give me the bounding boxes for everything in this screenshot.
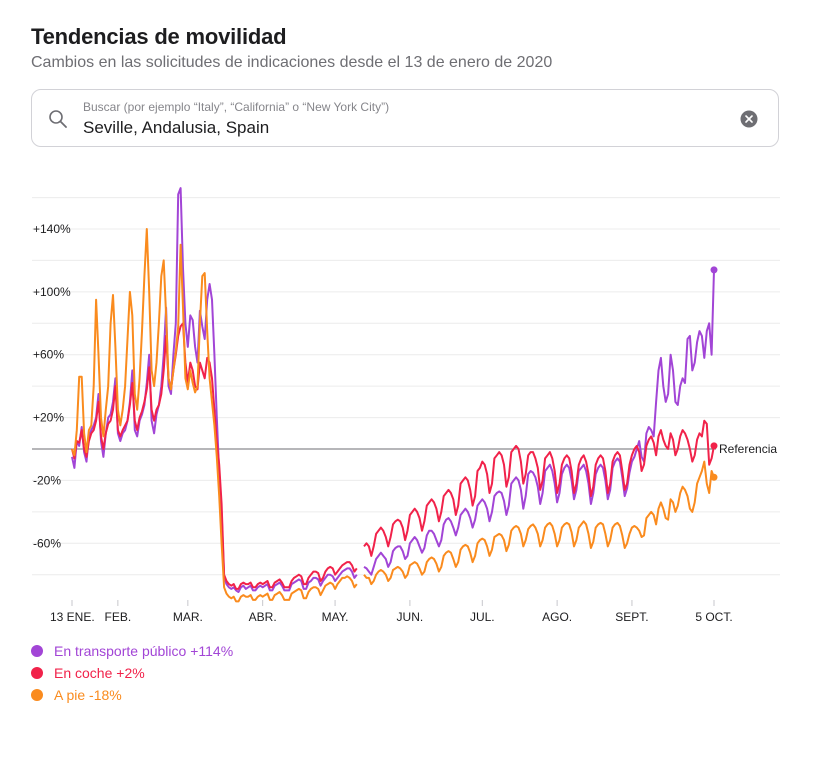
x-tick-label: AGO.: [542, 610, 572, 624]
x-tick-label: 5 OCT.: [695, 610, 732, 624]
legend-label: A pie -18%: [54, 687, 122, 703]
series-end-point-0: [710, 266, 718, 274]
search-placeholder: Buscar (por ejemplo “Italy”, “California…: [83, 100, 390, 114]
x-tick-label: 13 ENE.: [50, 610, 95, 624]
y-tick-label: +140%: [33, 222, 71, 236]
series-line-0: [363, 269, 715, 576]
legend-label: En transporte público +114%: [54, 643, 234, 659]
y-tick-label: +20%: [33, 411, 64, 425]
baseline-label: Referencia: [719, 442, 777, 456]
x-tick-label: SEPT.: [615, 610, 648, 624]
legend-label: En coche +2%: [54, 665, 145, 681]
page-title: Tendencias de movilidad: [31, 24, 287, 49]
x-tick-label: ABR.: [249, 610, 277, 624]
x-tick-label: FEB.: [105, 610, 132, 624]
legend-dot: [31, 667, 43, 679]
search-box[interactable]: Buscar (por ejemplo “Italy”, “California…: [31, 89, 779, 147]
search-icon: [49, 110, 67, 128]
series-end-point-1: [710, 442, 718, 450]
legend-item-1[interactable]: En coche +2%: [31, 662, 233, 684]
series-line-1: [71, 322, 358, 590]
y-tick-labels: +140% +100% +60% +20% -20% -60%: [33, 222, 71, 550]
x-ticks: 13 ENE. FEB. MAR. ABR. MAY. JUN. JUL. AGO. SEPT.…: [50, 600, 733, 624]
y-tick-label: -20%: [33, 473, 61, 487]
baseline: Referencia: [32, 442, 777, 456]
series-line-2: [363, 460, 715, 586]
series-line-1: [363, 419, 715, 557]
page-subtitle: Cambios en las solicitudes de indicacion…: [31, 54, 553, 71]
y-tick-label: +60%: [33, 348, 64, 362]
mobility-chart: +140% +100% +60% +20% -20% -60% 13 ENE. FEB. MA…: [32, 187, 780, 624]
x-tick-label: JUL.: [470, 610, 495, 624]
legend-item-0[interactable]: En transporte público +114%: [31, 640, 233, 662]
series-lines: [71, 187, 715, 603]
series-end-point-2: [710, 473, 718, 481]
clear-icon[interactable]: [740, 110, 758, 128]
series-line-2: [71, 228, 358, 603]
legend-dot: [31, 689, 43, 701]
search-input[interactable]: Seville, Andalusia, Spain: [83, 118, 270, 137]
x-tick-label: JUN.: [397, 610, 424, 624]
x-tick-label: MAR.: [173, 610, 203, 624]
y-tick-label: +100%: [33, 285, 71, 299]
end-points: [710, 266, 718, 481]
series-line-0: [71, 187, 358, 593]
legend: En transporte público +114% En coche +2% A…: [31, 640, 233, 706]
x-tick-label: MAY.: [322, 610, 349, 624]
legend-dot: [31, 645, 43, 657]
legend-item-2[interactable]: A pie -18%: [31, 684, 233, 706]
y-tick-label: -60%: [33, 536, 61, 550]
